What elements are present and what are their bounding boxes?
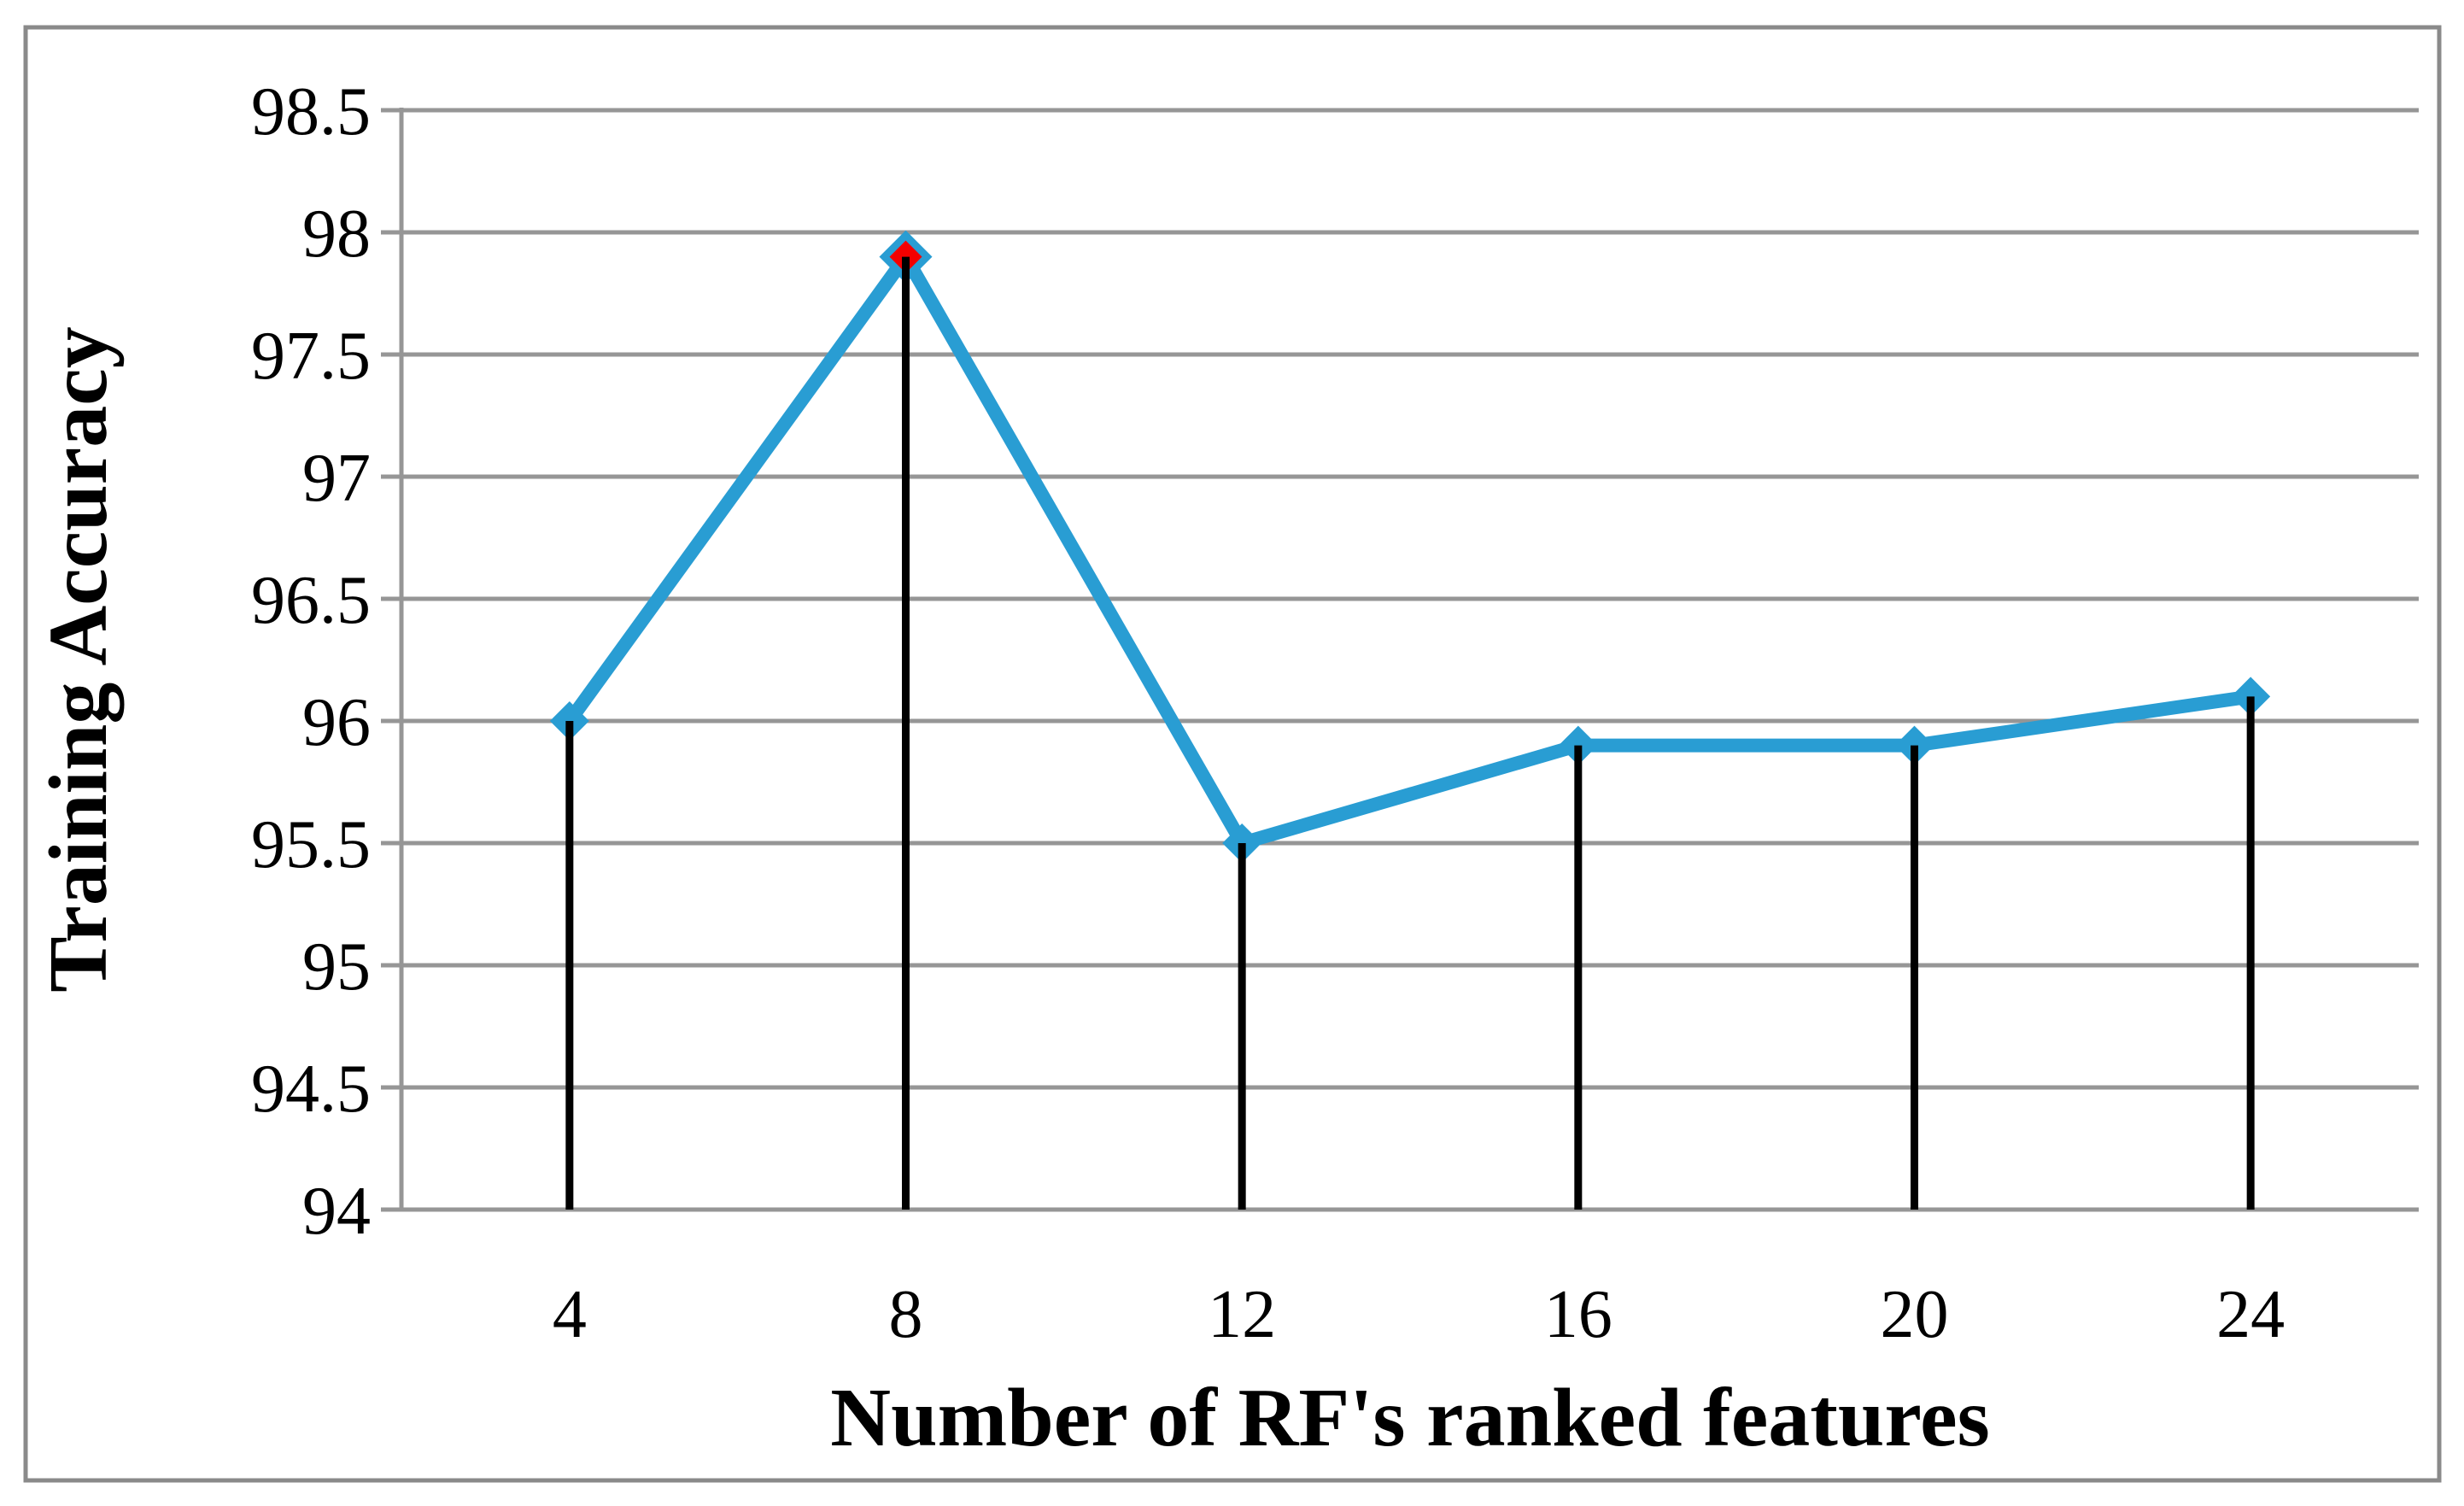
x-tick-label: 16 [1544,1277,1612,1352]
x-tick-label: 4 [553,1277,587,1352]
x-tick-labels: 4 8 12 16 20 24 [553,1277,2285,1352]
y-tick-label: 98.5 [251,74,371,149]
x-tick-label: 12 [1208,1277,1276,1352]
drop-lines [565,256,2255,1210]
series-line-layer [562,249,2258,850]
x-tick-label: 20 [1881,1277,1949,1352]
x-tick-label: 24 [2216,1277,2285,1352]
y-axis-title: Training Accuracy [32,326,125,992]
y-tick-label: 94.5 [251,1052,371,1127]
gridlines [381,108,2419,1212]
marker-layer [549,230,2271,863]
y-tick-label: 97.5 [251,319,371,394]
figure-border [23,25,2442,1483]
y-tick-label: 96.5 [251,563,371,638]
x-axis-title: Number of RF's ranked features [830,1372,1989,1464]
y-tick-labels: 94 94.5 95 95.5 96 96.5 97 97.5 98 98.5 [251,74,371,1249]
series-line [562,249,2258,850]
y-tick-label: 95.5 [251,807,371,882]
y-tick-label: 96 [302,685,371,760]
y-tick-label: 94 [302,1174,371,1249]
y-tick-label: 98 [302,196,371,272]
y-tick-label: 97 [302,441,371,516]
x-tick-label: 8 [889,1277,923,1352]
y-tick-label: 95 [302,929,371,1005]
